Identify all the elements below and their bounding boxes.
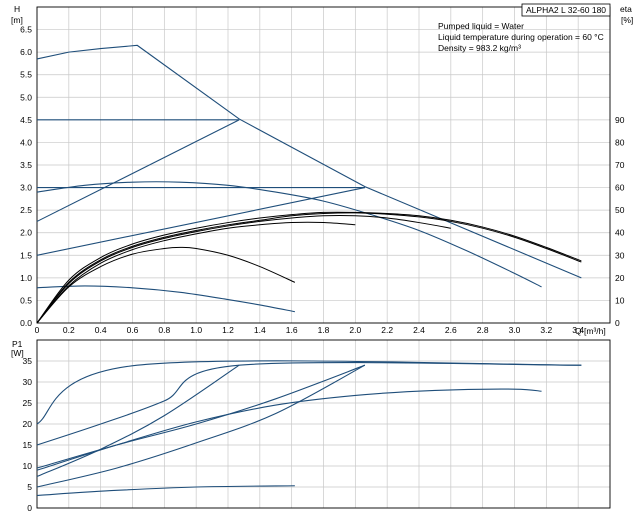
p1-tick-label: 30 [23,377,33,387]
x-tick-label: 1.2 [222,325,234,335]
eta-axis-unit: [%] [621,15,633,25]
h-tick-label: 1.0 [20,273,32,283]
eta-tick-label: 0 [615,318,620,328]
h-tick-label: 2.0 [20,228,32,238]
x-tick-label: 0.8 [158,325,170,335]
head-curve [36,44,582,279]
x-tick-label: 1.0 [190,325,202,335]
power-curve [36,362,582,446]
h-tick-label: 0.5 [20,295,32,305]
head-curve [36,119,240,222]
eta-tick-label: 40 [615,228,625,238]
power-curve [36,388,542,471]
h-tick-label: 4.5 [20,115,32,125]
x-tick-label: 0.4 [95,325,107,335]
p1-axis-label: P1 [12,339,23,349]
note-density: Density = 983.2 kg/m³ [438,43,521,53]
eta-axis-label: eta [620,4,632,14]
h-tick-label: 0.0 [20,318,32,328]
power-curve [36,360,582,425]
eta-tick-label: 20 [615,273,625,283]
x-tick-label: 3.4 [572,325,584,335]
x-tick-label: 1.8 [318,325,330,335]
eta-tick-label: 30 [615,250,625,260]
pump-model-title: ALPHA2 L 32-60 180 [526,5,606,15]
p1-tick-label: 10 [23,461,33,471]
h-tick-label: 6.0 [20,47,32,57]
power-curve [36,364,366,488]
power-curve [36,485,295,496]
p1-tick-label: 35 [23,356,33,366]
x-tick-label: 3.0 [509,325,521,335]
h-axis-label: H [14,4,20,14]
h-tick-label: 3.5 [20,160,32,170]
head-curve [36,181,542,288]
x-tick-label: 1.6 [286,325,298,335]
eta-tick-label: 70 [615,160,625,170]
p1-axis-unit: [W] [11,348,24,358]
eta-curve [36,215,451,324]
tick-labels: 0 0.2 0.4 0.6 0.8 1.0 1.2 1.4 1.6 1.8 2.0 2.2 2.4 2.6… [20,25,625,513]
h-tick-label: 2.5 [20,205,32,215]
x-tick-label: 2.8 [477,325,489,335]
q-axis-unit: [m³/h] [584,326,606,336]
eta-tick-label: 50 [615,205,625,215]
x-tick-label: 1.4 [254,325,266,335]
title-box [521,3,611,17]
h-tick-label: 5.0 [20,92,32,102]
h-tick-label: 4.0 [20,137,32,147]
eta-curve [36,212,582,324]
head-curve [36,187,365,256]
p1-tick-label: 5 [27,482,32,492]
x-tick-label: 0.6 [127,325,139,335]
h-tick-label: 1.5 [20,250,32,260]
head-curve [36,285,295,313]
h-axis-unit: [m] [11,15,23,25]
x-tick-label: 3.2 [540,325,552,335]
p1-tick-label: 20 [23,419,33,429]
x-tick-label: 0.2 [63,325,75,335]
eta-tick-label: 10 [615,295,625,305]
power-curve [36,364,366,469]
eta-curve [36,221,356,324]
note-liquid-temperature: Liquid temperature during operation = 60… [438,32,604,42]
p1-tick-label: 15 [23,440,33,450]
x-tick-label: 0 [35,325,40,335]
eta-tick-label: 80 [615,137,625,147]
x-tick-label: 2.6 [445,325,457,335]
eta-tick-label: 90 [615,115,625,125]
power-curve [36,364,240,478]
x-tick-label: 2.2 [381,325,393,335]
p1-tick-label: 0 [27,503,32,513]
eta-curve [36,211,582,324]
h-tick-label: 3.0 [20,183,32,193]
x-tick-label: 2.0 [349,325,361,335]
p1-tick-label: 25 [23,398,33,408]
q-axis-label: Q [575,326,582,336]
upper-plot-frame [36,6,611,324]
h-tick-label: 5.5 [20,70,32,80]
eta-curve [36,246,296,324]
note-pumped-liquid: Pumped liquid = Water [438,21,524,31]
eta-tick-label: 60 [615,183,625,193]
curve-series [36,44,582,496]
x-tick-label: 2.4 [413,325,425,335]
h-tick-label: 6.5 [20,25,32,35]
